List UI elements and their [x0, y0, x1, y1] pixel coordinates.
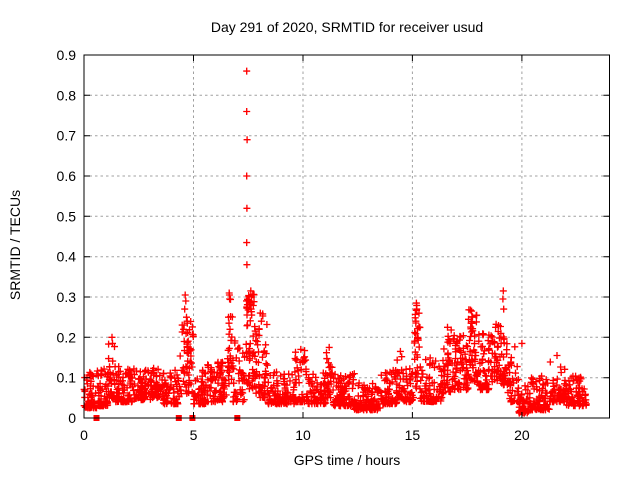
- grid-lines: [84, 55, 610, 418]
- y-tick-label: 0.3: [57, 289, 77, 305]
- y-tick-label: 0.4: [57, 249, 77, 265]
- x-tick-label: 0: [80, 427, 88, 443]
- y-tick-label: 0.9: [57, 47, 77, 63]
- scatter-points: [80, 67, 590, 417]
- y-tick-label: 0.1: [57, 370, 77, 386]
- x-tick-label: 5: [190, 427, 198, 443]
- y-tick-label: 0: [68, 410, 76, 426]
- y-tick-label: 0.6: [57, 168, 77, 184]
- y-axis-label: SRMTID / TECUs: [7, 189, 23, 301]
- y-tick-label: 0.2: [57, 329, 77, 345]
- y-tick-label: 0.7: [57, 128, 77, 144]
- x-tick-label: 20: [514, 427, 530, 443]
- x-tick-label: 15: [405, 427, 421, 443]
- x-axis-label: GPS time / hours: [293, 452, 401, 468]
- y-tick-label: 0.8: [57, 87, 77, 103]
- chart-title: Day 291 of 2020, SRMTID for receiver usu…: [210, 19, 484, 35]
- y-tick-label: 0.5: [57, 208, 77, 224]
- plot-border: [83, 54, 610, 419]
- x-tick-label: 10: [295, 427, 311, 443]
- axis-tick-marks: [83, 54, 610, 419]
